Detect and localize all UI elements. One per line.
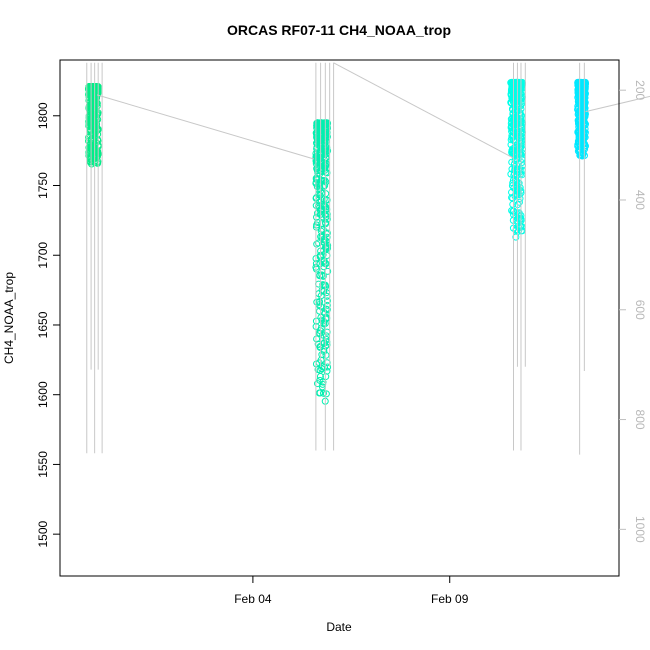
data-point — [313, 221, 321, 229]
y-tick-label: 1550 — [36, 451, 50, 478]
data-point — [322, 178, 330, 186]
y-axis-label: CH4_NOAA_trop — [2, 272, 16, 364]
data-point — [508, 127, 516, 135]
data-point — [320, 339, 328, 347]
data-point — [313, 213, 321, 221]
data-point — [314, 380, 322, 388]
y-tick-label: 1650 — [36, 311, 50, 338]
data-point — [323, 210, 331, 218]
data-point — [579, 136, 587, 144]
data-point — [508, 188, 516, 196]
data-point — [580, 133, 588, 141]
y-tick-label: 1750 — [36, 172, 50, 199]
data-point — [518, 159, 526, 167]
x-tick-label: Feb 09 — [431, 592, 469, 606]
data-point — [316, 123, 324, 131]
data-point — [93, 85, 101, 93]
data-point — [92, 117, 100, 125]
data-point — [320, 163, 328, 171]
data-point — [508, 96, 516, 104]
x-tick-label: Feb 04 — [234, 592, 272, 606]
data-point — [515, 224, 523, 232]
data-point — [511, 138, 519, 146]
data-point — [508, 207, 516, 215]
x-axis-label: Date — [326, 620, 352, 634]
y2-tick-label: 400 — [633, 190, 647, 210]
data-point — [507, 136, 515, 144]
data-point — [512, 233, 520, 241]
y-tick-label: 1500 — [36, 520, 50, 547]
y2-tick-label: 200 — [633, 80, 647, 100]
data-point — [508, 158, 516, 166]
data-point — [85, 133, 93, 141]
data-point — [508, 147, 516, 155]
data-point — [511, 192, 519, 200]
data-point — [316, 366, 324, 374]
data-point — [574, 78, 582, 86]
y2-tick-label: 600 — [633, 300, 647, 320]
data-point — [315, 389, 323, 397]
data-point — [575, 131, 583, 139]
y-tick-label: 1600 — [36, 381, 50, 408]
data-point — [578, 90, 586, 98]
data-point — [87, 158, 95, 166]
data-point — [316, 182, 324, 190]
data-point — [576, 92, 584, 100]
data-point — [321, 203, 329, 211]
x-axis: Feb 04 Feb 09 — [234, 576, 469, 606]
data-point — [324, 267, 332, 275]
connector-line — [585, 95, 650, 113]
data-point — [313, 240, 321, 248]
data-point — [516, 213, 524, 221]
data-point — [507, 123, 515, 131]
data-point — [323, 301, 331, 309]
data-point — [508, 105, 516, 113]
data-point — [316, 260, 324, 268]
data-point — [312, 260, 320, 268]
data-point — [515, 185, 523, 193]
connector-line — [333, 62, 513, 159]
data-point — [85, 104, 93, 112]
y2-axis: 200 400 600 800 1000 — [619, 80, 647, 543]
data-point — [322, 351, 330, 359]
data-point — [322, 390, 330, 398]
plot-frame — [59, 59, 620, 577]
data-point — [313, 176, 321, 184]
y-tick-label: 1700 — [36, 242, 50, 269]
data-point — [323, 215, 331, 223]
data-points — [85, 78, 590, 405]
data-point — [320, 195, 328, 203]
data-point — [580, 120, 588, 128]
data-point — [508, 194, 516, 202]
data-point — [511, 152, 519, 160]
data-point — [575, 84, 583, 92]
connector-line — [96, 94, 315, 160]
data-point — [515, 110, 523, 118]
data-point — [322, 145, 330, 153]
y-tick-label: 1800 — [36, 102, 50, 129]
chart-title: ORCAS RF07-11 CH4_NOAA_trop — [227, 22, 451, 38]
data-point — [515, 124, 523, 132]
data-point — [511, 105, 519, 113]
data-point — [312, 223, 320, 231]
data-point — [323, 306, 331, 314]
y2-tick-label: 1000 — [633, 516, 647, 543]
data-point — [314, 239, 322, 247]
data-point — [316, 272, 324, 280]
data-point — [93, 89, 101, 97]
y2-tick-label: 800 — [633, 410, 647, 430]
y-axis: 1500 1550 1600 1650 1700 1750 1800 — [36, 102, 61, 548]
data-point — [515, 198, 523, 206]
data-point — [323, 297, 331, 305]
data-point — [515, 134, 523, 142]
profile-lines — [86, 62, 650, 455]
data-point — [319, 389, 327, 397]
